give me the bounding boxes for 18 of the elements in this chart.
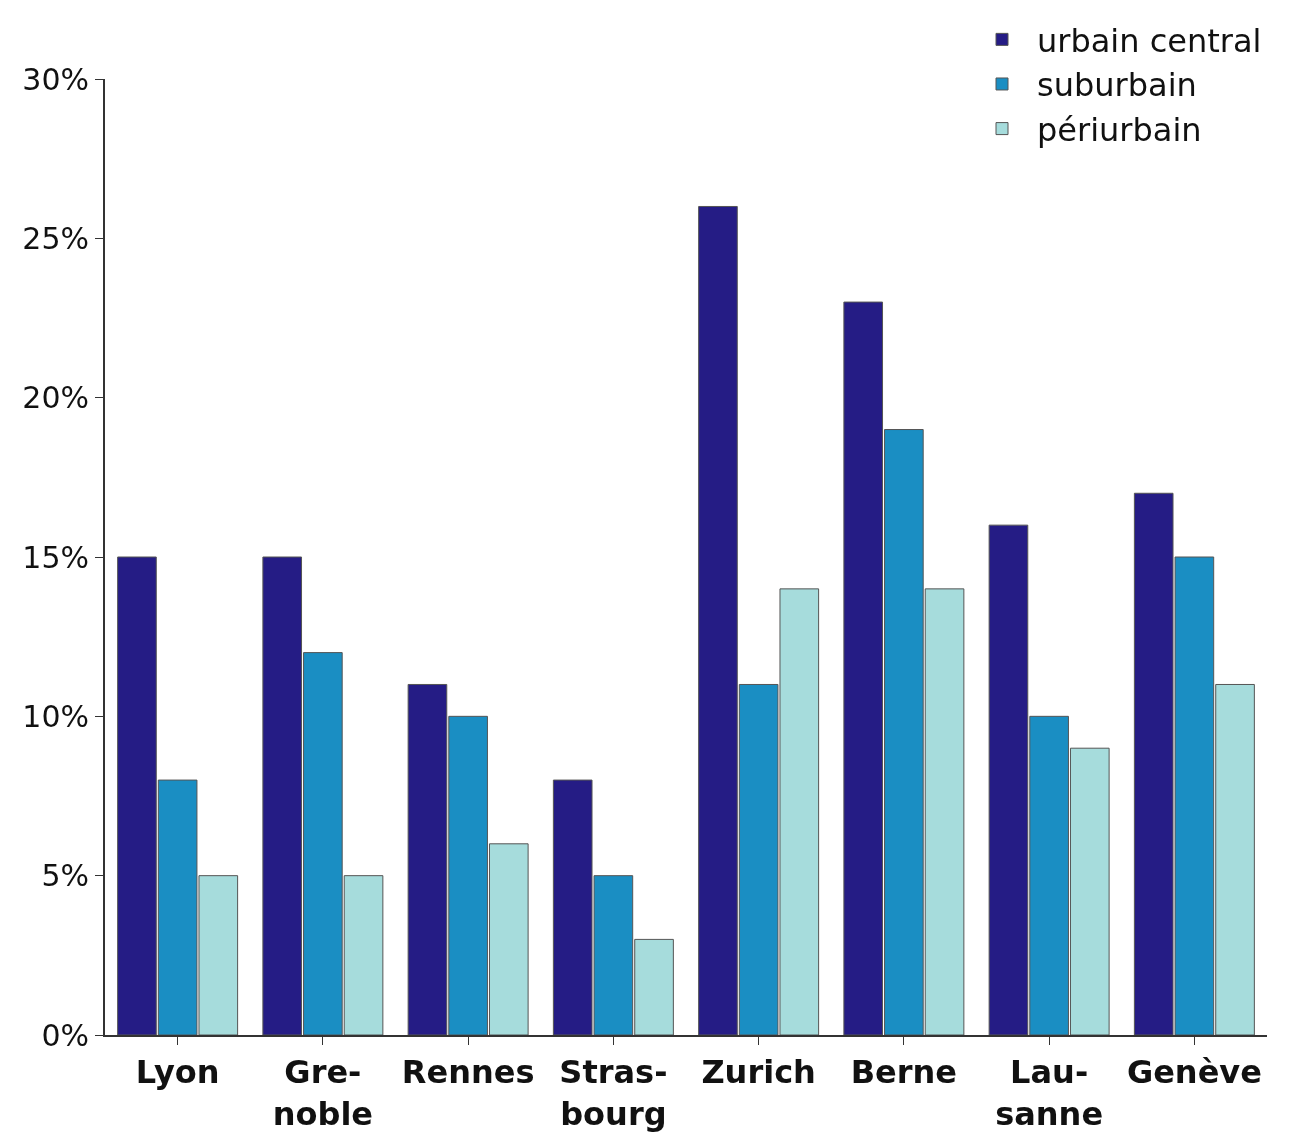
- y-tick-label: 15%: [22, 539, 89, 575]
- legend-label: périurbain: [1037, 111, 1202, 150]
- x-tick-label: Gre- noble: [272, 1053, 374, 1133]
- y-tick-label: 10%: [22, 698, 89, 734]
- y-tick-label: 5%: [41, 858, 89, 894]
- y-tick-label: 20%: [22, 380, 89, 416]
- legend-label: suburbain: [1037, 66, 1197, 105]
- legend-label: urbain central: [1037, 21, 1262, 60]
- x-tick-label: Zurich: [701, 1053, 816, 1092]
- y-tick-label: 25%: [22, 220, 89, 256]
- x-tick-label: Rennes: [401, 1053, 535, 1092]
- x-tick-label: Lau- sanne: [995, 1053, 1104, 1133]
- x-tick-label: Lyon: [135, 1053, 220, 1092]
- y-tick-label: 30%: [22, 61, 89, 97]
- x-tick-label: Genève: [1126, 1053, 1262, 1092]
- x-tick-label: Berne: [850, 1053, 958, 1092]
- x-tick-label: Stras- bourg: [559, 1053, 668, 1133]
- y-tick-label: 0%: [41, 1017, 89, 1053]
